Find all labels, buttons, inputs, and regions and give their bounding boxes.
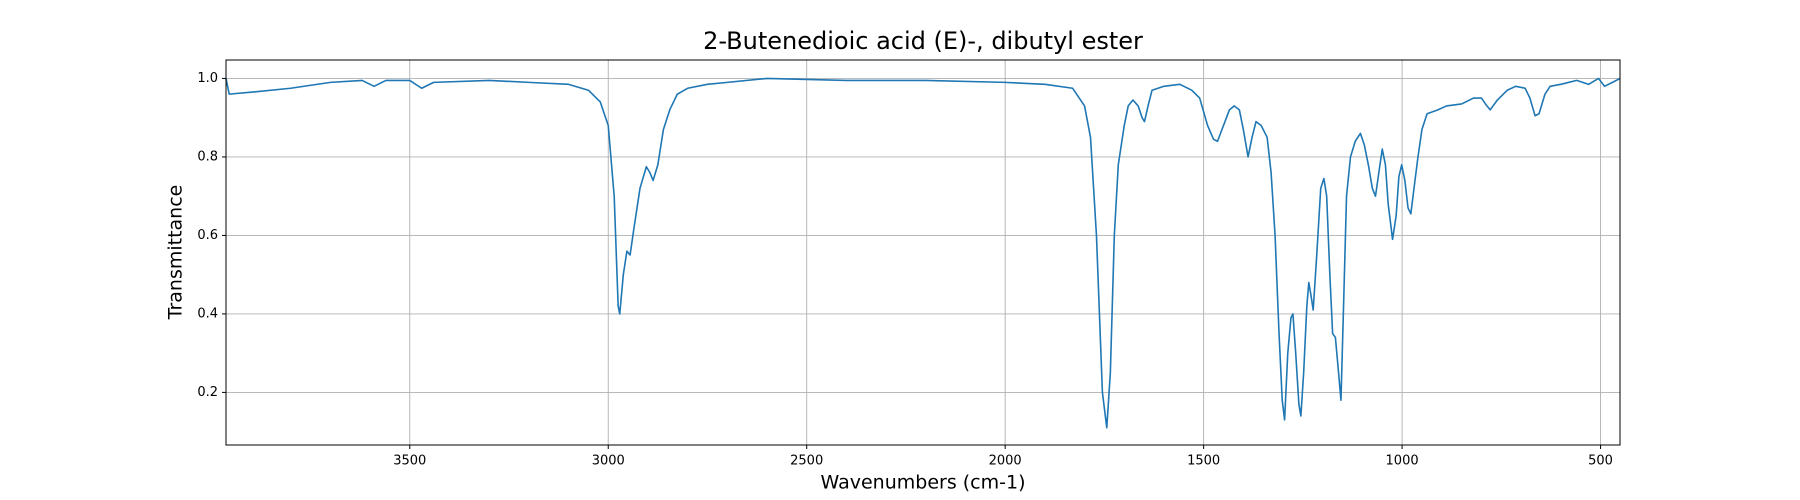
spectrum-line: [225, 77, 1621, 429]
x-tick-label: 1000: [1386, 454, 1419, 469]
y-tick-label: 0.6: [197, 228, 218, 243]
y-axis-label: Transmittance: [165, 185, 187, 321]
x-tick-label: 500: [1588, 454, 1613, 469]
x-tick-label: 2000: [989, 454, 1022, 469]
y-tick-label: 0.8: [197, 149, 218, 164]
chart-title: 2-Butenedioic acid (E)-, dibutyl ester: [703, 27, 1143, 55]
x-tick-label: 3000: [592, 454, 625, 469]
x-tick-label: 3500: [393, 454, 426, 469]
y-tick-label: 0.2: [197, 385, 218, 400]
y-tick-label: 0.4: [197, 306, 218, 321]
x-axis-label: Wavenumbers (cm-1): [821, 472, 1026, 494]
y-tick-label: 1.0: [197, 71, 218, 86]
plot-frame: [225, 59, 1621, 446]
x-tick-label: 1500: [1187, 454, 1220, 469]
x-tick-label: 2500: [790, 454, 823, 469]
